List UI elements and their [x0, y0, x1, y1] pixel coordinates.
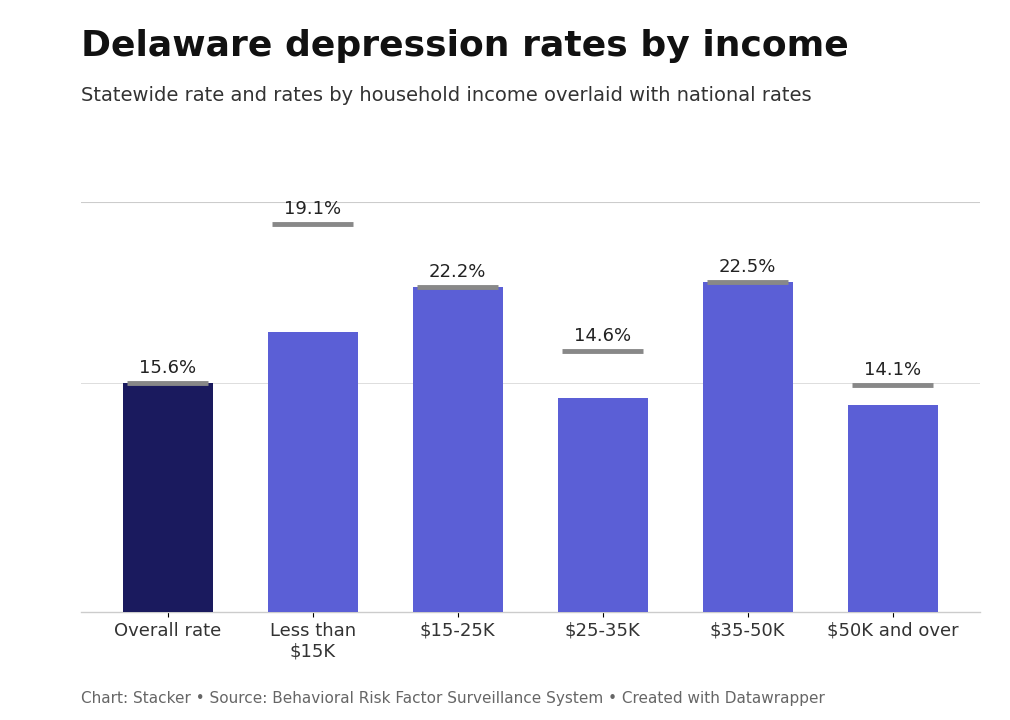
Text: 19.1%: 19.1%	[284, 199, 341, 217]
Text: Statewide rate and rates by household income overlaid with national rates: Statewide rate and rates by household in…	[81, 86, 811, 105]
Text: 14.6%: 14.6%	[574, 328, 631, 346]
Text: Chart: Stacker • Source: Behavioral Risk Factor Surveillance System • Created wi: Chart: Stacker • Source: Behavioral Risk…	[81, 690, 825, 706]
Text: Delaware depression rates by income: Delaware depression rates by income	[81, 29, 848, 63]
Bar	[123, 383, 213, 612]
Text: 14.1%: 14.1%	[865, 361, 921, 379]
Text: 15.6%: 15.6%	[139, 359, 196, 377]
Bar	[413, 287, 503, 612]
Bar	[703, 282, 793, 612]
Text: 22.5%: 22.5%	[719, 258, 777, 276]
Bar	[558, 398, 647, 612]
Bar	[268, 332, 358, 612]
Text: 22.2%: 22.2%	[429, 263, 487, 281]
Bar	[847, 405, 937, 612]
